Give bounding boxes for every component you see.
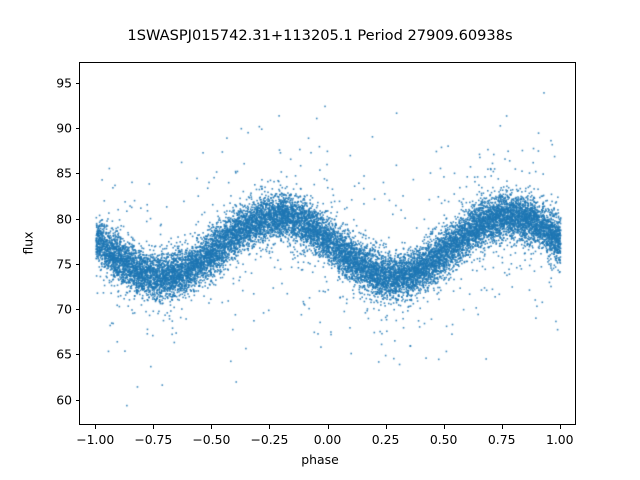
y-axis-tick-label: 70 <box>56 301 72 317</box>
y-axis-label: flux <box>20 231 36 255</box>
y-axis-tick-label: 95 <box>56 75 72 91</box>
y-axis-tick-mark <box>75 309 79 311</box>
y-axis-tick-label: 65 <box>56 346 72 362</box>
x-axis-tick-mark <box>153 425 155 429</box>
x-axis-tick-label: 1.00 <box>545 432 574 447</box>
x-axis-tick-label: 0.00 <box>313 432 342 447</box>
x-axis-tick-label: −1.00 <box>76 432 115 447</box>
x-axis-tick-mark <box>443 425 445 429</box>
y-axis-tick-label: 85 <box>56 165 72 181</box>
y-axis-tick-label: 80 <box>56 211 72 227</box>
y-axis-tick-mark <box>75 354 79 356</box>
x-axis-tick-label: 0.25 <box>371 432 400 447</box>
x-axis-tick-mark <box>211 425 213 429</box>
plot-axes <box>79 62 576 425</box>
x-axis-tick-label: 0.75 <box>487 432 516 447</box>
y-axis-tick-label: 60 <box>56 392 72 408</box>
x-axis-tick-label: −0.75 <box>134 432 173 447</box>
x-axis-label: phase <box>301 452 339 467</box>
y-axis-tick-mark <box>75 128 79 130</box>
x-axis-tick-mark <box>95 425 97 429</box>
y-axis-tick-mark <box>75 82 79 84</box>
x-axis-tick-label: −0.25 <box>250 432 289 447</box>
x-axis-tick-mark <box>559 425 561 429</box>
x-axis-tick-label: 0.50 <box>429 432 458 447</box>
x-axis-tick-label: −0.50 <box>192 432 231 447</box>
scatter-plot-points <box>80 63 575 424</box>
y-axis-tick-mark <box>75 263 79 265</box>
x-axis-tick-mark <box>269 425 271 429</box>
y-axis-tick-label: 75 <box>56 256 72 272</box>
y-axis-tick-label: 90 <box>56 120 72 136</box>
x-axis-tick-mark <box>327 425 329 429</box>
y-axis-tick-mark <box>75 399 79 401</box>
x-axis-tick-mark <box>501 425 503 429</box>
y-axis-tick-mark <box>75 173 79 175</box>
page-title: 1SWASPJ015742.31+113205.1 Period 27909.6… <box>127 27 513 44</box>
y-axis-tick-mark <box>75 218 79 220</box>
x-axis-tick-mark <box>385 425 387 429</box>
